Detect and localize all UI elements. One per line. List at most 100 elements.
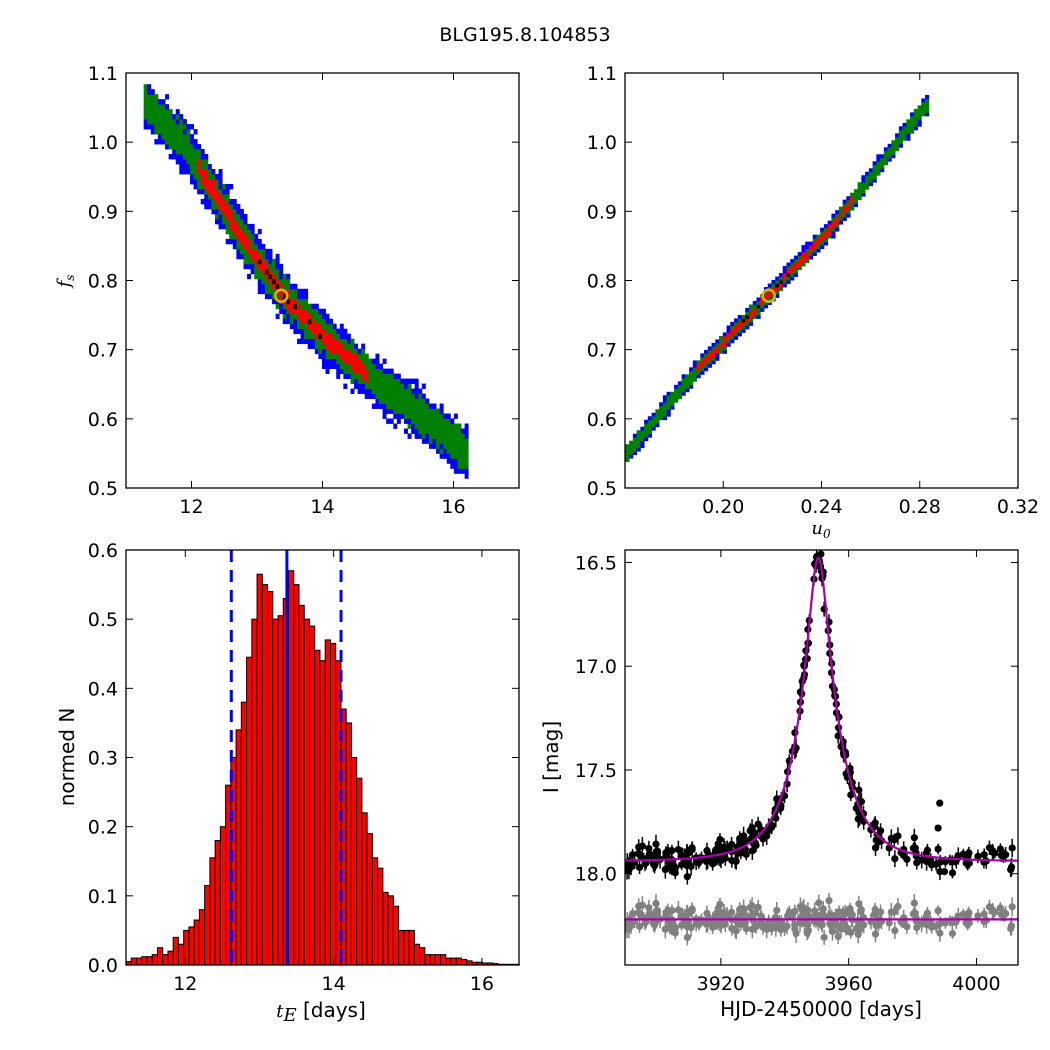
heatmap-cell [730,335,735,340]
heatmap-cell [457,468,462,474]
heatmap-cell [193,174,198,180]
heatmap-cell [286,313,291,320]
heatmap-cell [239,218,244,225]
heatmap-cell [364,363,369,370]
heatmap-cell [257,228,262,235]
heatmap-cell [165,134,170,140]
residual-point [783,922,791,930]
heatmap-cell [197,154,202,160]
residual-point [1007,924,1015,933]
data-point [664,847,672,855]
heatmap-cell [350,388,355,394]
heatmap-cell [204,198,209,205]
heatmap-cell [154,114,159,120]
heatmap-cell [711,349,716,354]
heatmap-cell [737,314,742,319]
heatmap-cell [835,224,840,229]
heatmap-cell [425,428,430,434]
heatmap-cell [644,433,649,438]
heatmap-cell [407,413,412,419]
residual-point [804,906,812,914]
heatmap-cell [261,243,266,250]
heatmap-cell [368,388,373,394]
heatmap-cell [838,217,844,222]
heatmap-cell [211,193,216,200]
heatmap-cell [846,213,851,218]
heatmap-cell [876,157,881,162]
figure-title: BLG195.8.104853 [439,24,610,46]
heatmap-cell [257,243,262,250]
heatmap-cell [293,328,298,335]
heatmap-cell [204,154,209,160]
heatmap-cell [411,428,416,434]
heatmap-cell [793,259,799,263]
heatmap-cell [304,323,309,330]
heatmap-cell [321,343,326,350]
heatmap-cell [782,276,787,281]
y-tick-label: 0.5 [88,609,118,631]
heatmap-cell [407,423,412,429]
heatmap-cell [193,183,198,190]
heatmap-cell [425,403,430,409]
heatmap-cell [666,398,671,403]
heatmap-cell [257,238,262,245]
y-tick-label: 0.7 [88,340,118,362]
heatmap-cell [193,164,198,170]
heatmap-cell [793,262,799,267]
heatmap-cell [247,233,252,240]
heatmap-cell [172,134,177,140]
heatmap-cell [767,300,772,305]
heatmap-cell [898,126,903,131]
heatmap-cell [147,124,152,130]
heatmap-cell [154,124,159,130]
heatmap-cell [748,307,754,312]
heatmap-cell [350,348,355,355]
heatmap-cell [175,149,180,155]
heatmap-cell [321,363,326,370]
heatmap-cell [218,208,223,215]
heatmap-cell [318,348,323,355]
heatmap-cell [910,112,915,117]
heatmap-cell [407,418,412,424]
heatmap-cell [282,318,287,325]
data-point [934,845,942,853]
data-point [911,844,919,852]
heatmap-cell [418,423,423,429]
heatmap-cell [261,263,266,270]
heatmap-cell [339,363,344,370]
heatmap-cell [222,213,227,220]
heatmap-cell [179,159,184,165]
heatmap-cell [236,248,241,255]
heatmap-cell [775,287,780,291]
heatmap-cell [432,418,437,424]
histogram-bar [350,757,358,966]
residual-point [948,929,957,938]
heatmap-cell [190,124,194,130]
heatmap-cell [670,405,675,410]
histogram-bar [387,895,394,966]
heatmap-cell [165,109,170,115]
heatmap-cell [439,413,444,419]
heatmap-cell [361,348,366,355]
heatmap-cell [823,224,829,229]
heatmap-cell [838,213,844,218]
histogram-bar [267,591,274,966]
heatmap-cell [364,393,369,399]
heatmap-cell [239,253,244,260]
heatmap-cell [375,378,380,384]
y-tick-label: 0.6 [587,409,617,431]
heatmap-cell [311,308,316,315]
heatmap-cell [307,343,312,350]
heatmap-cell [346,333,351,340]
heatmap-cell [286,278,291,285]
residual-point [964,919,972,927]
heatmap-cell [232,213,237,220]
heatmap-cell [887,143,892,148]
heatmap-cell [677,395,682,400]
heatmap-cell [745,314,750,319]
heatmap-cell [625,454,630,459]
heatmap-cell [432,443,437,449]
heatmap-cell [157,119,162,125]
heatmap-cell [461,438,466,444]
heatmap-cell [268,258,273,265]
